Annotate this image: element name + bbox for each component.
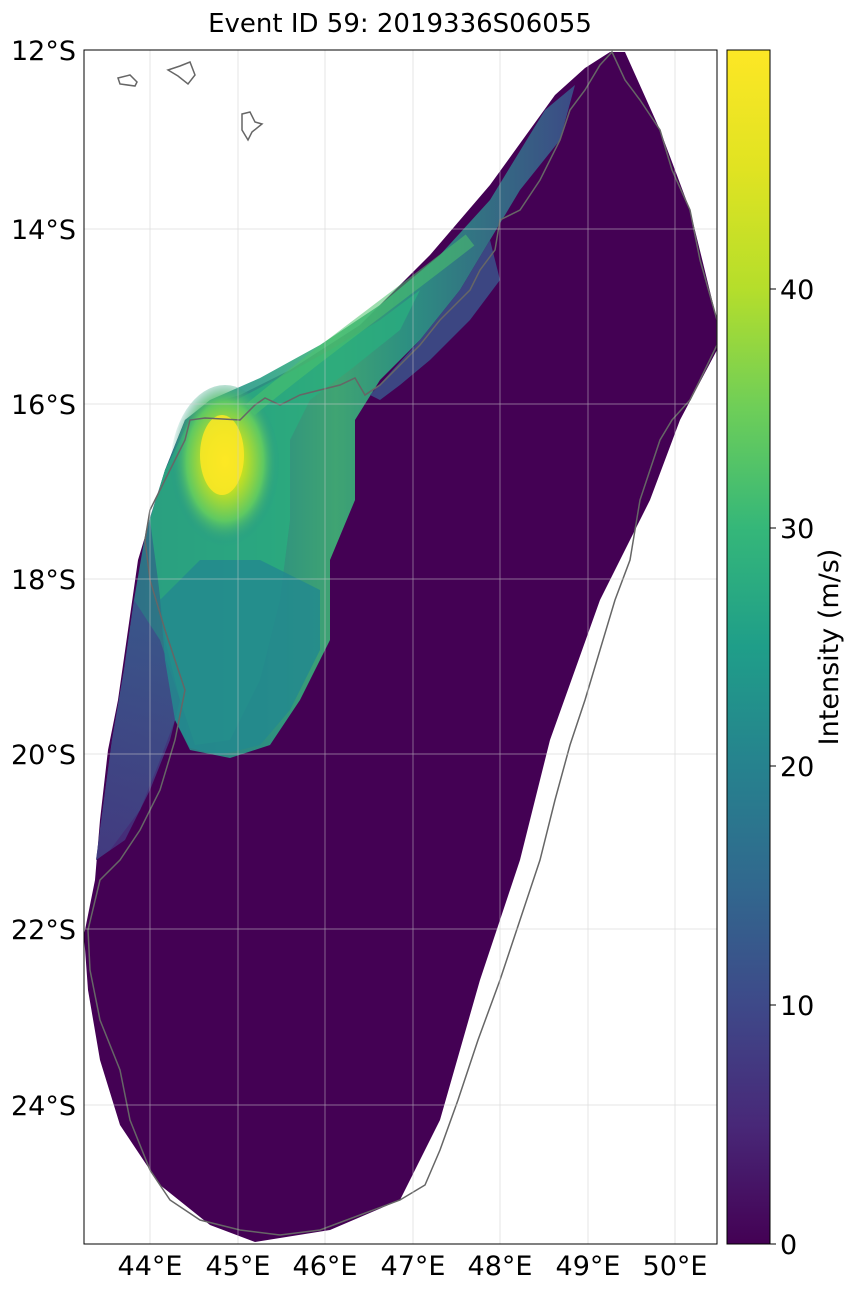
- lon-tick-label: 45°E: [206, 1251, 271, 1282]
- lon-tick-label: 47°E: [381, 1251, 446, 1282]
- map-content: [84, 50, 717, 1244]
- colorbar-ticks: 0 10 20 30 40: [770, 275, 814, 1261]
- lat-tick-label: 22°S: [11, 915, 76, 946]
- colorbar-tick-label: 20: [780, 752, 814, 783]
- lon-tick-label: 50°E: [643, 1251, 708, 1282]
- lon-tick-label: 48°E: [468, 1251, 533, 1282]
- wind-fringe-northeast: [370, 240, 500, 400]
- wind-tail-south: [96, 600, 180, 860]
- island-moheli: [166, 61, 196, 86]
- island-mayotte: [241, 111, 264, 142]
- wind-lobe-south: [160, 560, 320, 755]
- map-frame: [83, 49, 718, 1245]
- colorbar-tick-label: 0: [780, 1230, 797, 1261]
- lat-tick-label: 18°S: [11, 565, 76, 596]
- lat-tick-labels: 12°S 14°S 16°S 18°S 20°S 22°S 24°S: [11, 36, 76, 1122]
- island-grande-comore: [117, 74, 138, 87]
- colorbar-gradient: [726, 49, 771, 1245]
- wind-ridge: [245, 234, 475, 416]
- lat-tick-label: 16°S: [11, 390, 76, 421]
- lon-tick-labels: 44°E 45°E 46°E 47°E 48°E 49°E 50°E: [118, 1251, 708, 1282]
- lon-tick-label: 49°E: [556, 1251, 621, 1282]
- lat-tick-label: 14°S: [11, 215, 76, 246]
- swath-domain: [84, 52, 717, 1242]
- chart-title: Event ID 59: 2019336S06055: [208, 9, 592, 39]
- colorbar-label: Intensity (m/s): [814, 549, 845, 746]
- lat-tick-label: 24°S: [11, 1091, 76, 1122]
- map-axes: [83, 49, 718, 1245]
- lat-tick-label: 20°S: [11, 740, 76, 771]
- lat-tick-label: 12°S: [11, 36, 76, 67]
- lon-tick-label: 44°E: [118, 1251, 183, 1282]
- colorbar-tick-label: 10: [780, 991, 814, 1022]
- coastline-madagascar: [87, 50, 717, 1236]
- gridlines: [84, 50, 717, 1244]
- colorbar-tick-label: 40: [780, 275, 814, 306]
- wind-max-peak: [200, 415, 244, 495]
- lon-tick-label: 46°E: [293, 1251, 358, 1282]
- colorbar: 0 10 20 30 40 Intensity (m/s): [726, 49, 845, 1261]
- colorbar-tick-label: 30: [780, 514, 814, 545]
